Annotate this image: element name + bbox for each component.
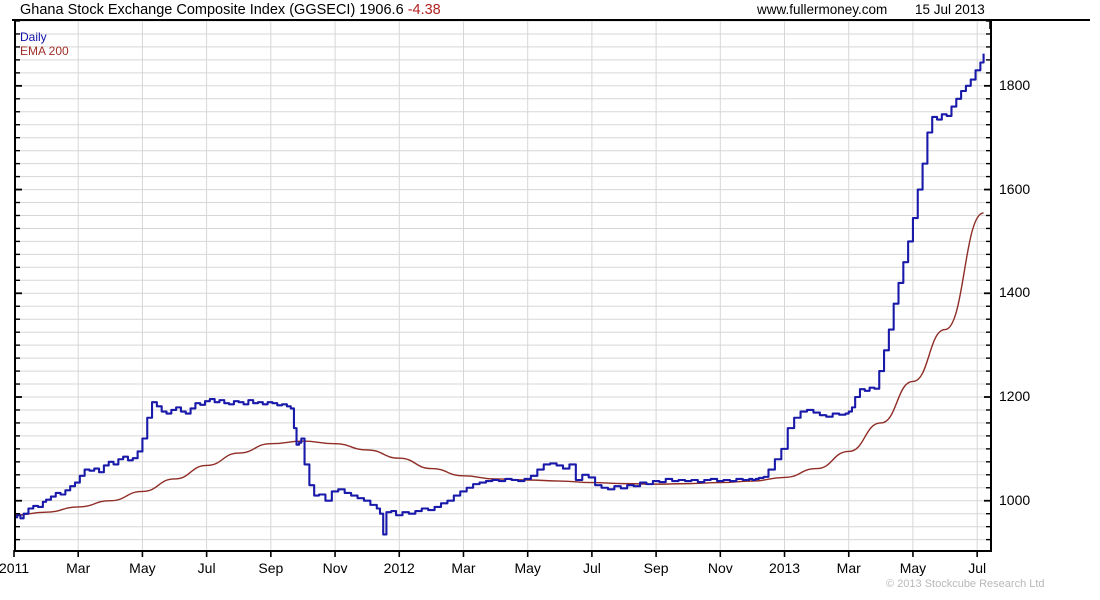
x-axis-label: Mar bbox=[66, 560, 91, 576]
y-axis-label: 1200 bbox=[999, 388, 1031, 404]
x-axis-label: 2013 bbox=[768, 560, 801, 576]
legend-item-daily: Daily bbox=[20, 30, 47, 44]
legend-item-ema200: EMA 200 bbox=[20, 44, 69, 58]
x-axis-label: May bbox=[129, 560, 156, 576]
x-axis-label: Nov bbox=[707, 560, 733, 576]
x-axis-label: Jul bbox=[197, 560, 216, 576]
x-axis-label: Jul bbox=[968, 560, 987, 576]
y-axis-label: 1400 bbox=[999, 284, 1031, 301]
chart-legend: Daily EMA 200 bbox=[20, 30, 69, 58]
y-axis-right bbox=[990, 21, 992, 552]
chart-change-value: -4.38 bbox=[407, 2, 441, 18]
chart-date: 15 Jul 2013 bbox=[915, 2, 985, 17]
x-axis-label: Nov bbox=[322, 560, 348, 576]
chart-title-text: Ghana Stock Exchange Composite Index (GG… bbox=[20, 2, 408, 18]
x-axis-label: May bbox=[899, 560, 927, 576]
x-axis-label: Sep bbox=[258, 560, 284, 576]
plot-area bbox=[14, 21, 990, 550]
daily-price-line bbox=[14, 53, 985, 536]
y-axis-label: 1600 bbox=[999, 180, 1031, 197]
copyright-notice: © 2013 Stockcube Research Ltd bbox=[886, 578, 1045, 590]
x-axis-label: 2012 bbox=[383, 560, 415, 576]
chart-title: Ghana Stock Exchange Composite Index (GG… bbox=[20, 2, 441, 18]
x-axis-label: Mar bbox=[836, 560, 861, 576]
x-axis-label: May bbox=[514, 560, 541, 576]
x-axis-label: Sep bbox=[643, 560, 669, 576]
x-axis-label: Mar bbox=[451, 560, 476, 576]
y-axis-label: 1000 bbox=[999, 491, 1031, 508]
header-divider bbox=[12, 19, 1090, 21]
horizontal-gridlines bbox=[14, 21, 990, 541]
y-axis-label: 1800 bbox=[999, 76, 1031, 93]
vertical-gridlines bbox=[77, 21, 978, 550]
x-axis-label: Jul bbox=[582, 560, 601, 576]
x-axis bbox=[14, 550, 992, 552]
chart-header: Ghana Stock Exchange Composite Index (GG… bbox=[0, 0, 1100, 19]
y-axis-left bbox=[14, 21, 16, 552]
source-website: www.fullermoney.com bbox=[757, 2, 888, 17]
chart-svg bbox=[14, 21, 990, 550]
x-axis-label: 2011 bbox=[0, 560, 30, 576]
